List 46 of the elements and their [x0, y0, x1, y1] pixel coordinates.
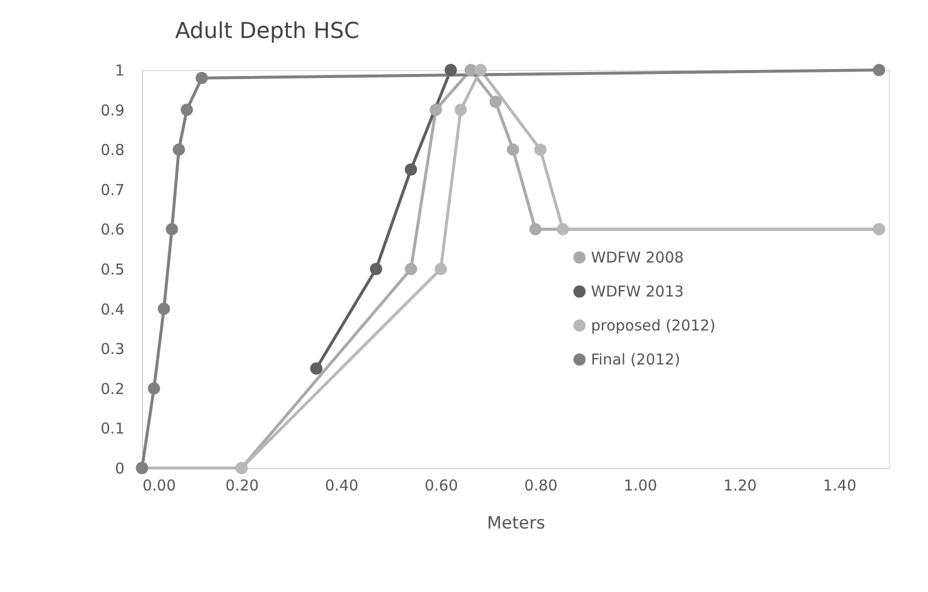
chart-title: Adult Depth HSC [175, 19, 360, 44]
point [474, 64, 487, 76]
y-tick-label: 0.1 [100, 420, 124, 438]
legend-label: WDFW 2013 [591, 282, 684, 300]
y-tick-label: 0.9 [100, 101, 124, 120]
point [434, 262, 447, 276]
point [172, 143, 185, 156]
point [529, 223, 542, 236]
point [196, 72, 208, 84]
x-tick-label: 0.40 [324, 476, 358, 494]
point [556, 223, 569, 236]
point [370, 262, 382, 276]
legend-label: WDFW 2008 [591, 248, 684, 266]
point [180, 104, 193, 116]
legend-label: proposed (2012) [591, 316, 716, 334]
y-tick-label: 1 [114, 62, 124, 80]
point [404, 262, 418, 276]
point [148, 382, 160, 395]
x-tick-label: 1.00 [624, 476, 658, 494]
point [872, 64, 886, 76]
y-tick-label: 0.8 [100, 141, 124, 160]
y-tick-label: 0.6 [100, 220, 124, 239]
point [444, 64, 457, 76]
point [404, 163, 418, 176]
x-axis-title: Meters [486, 514, 546, 534]
x-tick-label: 1.20 [723, 476, 757, 494]
x-tick-label: 0.60 [424, 476, 458, 494]
x-tick-label: 0.80 [524, 476, 558, 494]
x-tick-label: 0.00 [142, 476, 176, 494]
point [454, 104, 467, 116]
y-tick-label: 0.3 [100, 340, 124, 358]
x-tick-label: 0.20 [225, 476, 259, 494]
y-tick-label: 0 [114, 460, 124, 478]
y-tick-label: 0.2 [100, 380, 124, 398]
point [506, 143, 520, 156]
point [430, 104, 442, 116]
y-tick-label: 0.4 [100, 300, 124, 318]
legend-label: Final (2012) [591, 350, 680, 368]
point [310, 362, 322, 375]
point [489, 96, 502, 108]
point [166, 223, 178, 236]
x-tick-label: 1.40 [822, 476, 856, 494]
point [534, 143, 547, 156]
y-tick-label: 0.7 [100, 180, 124, 199]
point [158, 302, 170, 315]
y-tick-label: 0.5 [100, 260, 124, 278]
